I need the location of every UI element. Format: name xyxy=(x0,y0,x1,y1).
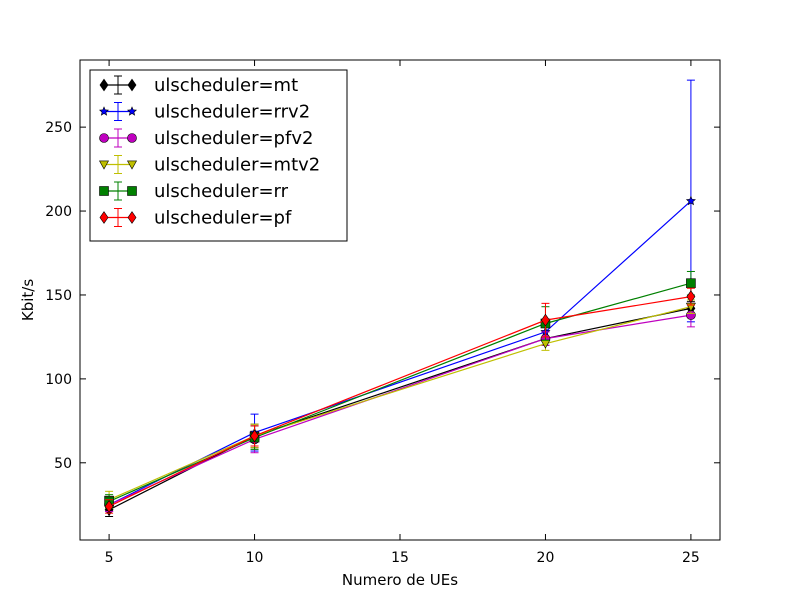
y-axis-label: Kbit/s xyxy=(19,279,37,321)
y-axis: 50 100 150 200 250 xyxy=(45,120,720,472)
legend-item: ulscheduler=rrv2 xyxy=(98,102,310,123)
series-line xyxy=(108,200,692,506)
series-line xyxy=(108,296,692,507)
legend-label: ulscheduler=rr xyxy=(154,181,289,202)
x-axis-label: Numero de UEs xyxy=(342,571,458,589)
legend-marker xyxy=(126,160,138,170)
legend-item: ulscheduler=mtv2 xyxy=(98,155,320,176)
legend-marker xyxy=(98,106,110,116)
legend-item: ulscheduler=pf xyxy=(99,208,292,229)
data-point xyxy=(686,278,696,289)
data-point xyxy=(104,500,114,513)
series-layer xyxy=(104,79,696,518)
legend-label: ulscheduler=mtv2 xyxy=(154,155,320,176)
legend-marker xyxy=(127,211,137,224)
legend-marker xyxy=(127,78,137,92)
legend-marker xyxy=(127,133,137,143)
legend-label: ulscheduler=mt xyxy=(154,75,298,96)
legend-marker xyxy=(99,78,109,92)
x-tick-label: 25 xyxy=(682,550,700,566)
series-line xyxy=(108,314,692,506)
legend-marker xyxy=(126,106,138,116)
y-tick-label: 250 xyxy=(45,120,72,136)
series-line xyxy=(108,282,692,502)
legend-marker xyxy=(127,186,137,196)
data-point xyxy=(686,290,696,304)
legend-label: ulscheduler=rrv2 xyxy=(154,102,310,123)
data-point xyxy=(541,313,550,327)
legend-marker xyxy=(98,160,110,170)
y-tick-label: 150 xyxy=(45,288,72,304)
data-point xyxy=(250,429,259,443)
x-tick-label: 10 xyxy=(246,550,264,566)
legend-item: ulscheduler=pfv2 xyxy=(99,128,313,149)
series-ulscheduler-pf xyxy=(104,287,696,514)
x-tick-label: 20 xyxy=(537,550,555,566)
y-tick-label: 50 xyxy=(54,456,72,472)
legend-marker xyxy=(99,211,109,224)
x-axis: 5 10 15 20 25 xyxy=(105,60,700,566)
series-line xyxy=(108,306,692,501)
y-tick-label: 100 xyxy=(45,372,72,388)
legend-marker xyxy=(99,133,109,143)
series-line xyxy=(108,307,692,511)
y-tick-label: 200 xyxy=(45,204,72,220)
legend-label: ulscheduler=pf xyxy=(154,208,292,229)
x-tick-label: 15 xyxy=(391,550,409,566)
legend-label: ulscheduler=pfv2 xyxy=(154,128,313,149)
legend: ulscheduler=mt ulscheduler=rrv2 ulschedule… xyxy=(89,69,348,242)
legend-item: ulscheduler=mt xyxy=(99,75,298,96)
legend-item: ulscheduler=rr xyxy=(99,181,289,202)
data-point xyxy=(685,195,696,206)
legend-marker xyxy=(99,186,109,196)
x-tick-label: 5 xyxy=(105,550,114,566)
